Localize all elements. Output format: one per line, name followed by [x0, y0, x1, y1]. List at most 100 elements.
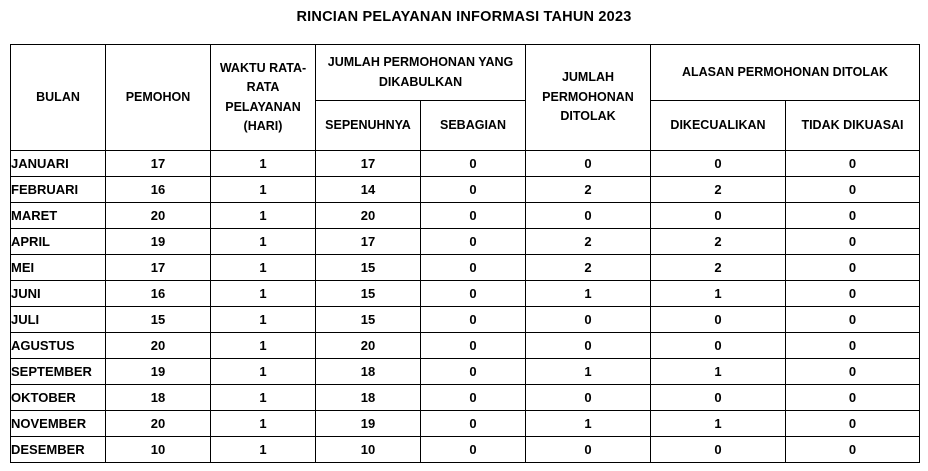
cell-bulan: JULI — [10, 306, 106, 333]
cell-dikecualikan: 2 — [650, 228, 786, 255]
cell-sepenuhnya: 17 — [315, 150, 421, 177]
cell-sebagian: 0 — [420, 384, 526, 411]
table-row: APRIL 19 1 17 0 2 2 0 — [10, 228, 920, 255]
cell-tidak-dikuasai: 0 — [785, 280, 920, 307]
cell-sepenuhnya: 18 — [315, 358, 421, 385]
cell-pemohon: 20 — [105, 332, 211, 359]
cell-sebagian: 0 — [420, 436, 526, 463]
cell-waktu: 1 — [210, 254, 316, 281]
column-header-tidak-dikuasai: TIDAK DIKUASAI — [785, 100, 920, 151]
table-row: FEBRUARI 16 1 14 0 2 2 0 — [10, 176, 920, 203]
cell-tidak-dikuasai: 0 — [785, 202, 920, 229]
cell-sebagian: 0 — [420, 150, 526, 177]
table-row: NOVEMBER 20 1 19 0 1 1 0 — [10, 410, 920, 437]
cell-ditolak: 0 — [525, 384, 651, 411]
cell-ditolak: 1 — [525, 410, 651, 437]
cell-sepenuhnya: 19 — [315, 410, 421, 437]
cell-pemohon: 19 — [105, 228, 211, 255]
table-row: OKTOBER 18 1 18 0 0 0 0 — [10, 384, 920, 411]
cell-sebagian: 0 — [420, 280, 526, 307]
table-row: SEPTEMBER 19 1 18 0 1 1 0 — [10, 358, 920, 385]
table-row: JUNI 16 1 15 0 1 1 0 — [10, 280, 920, 307]
cell-sebagian: 0 — [420, 410, 526, 437]
cell-dikecualikan: 0 — [650, 202, 786, 229]
cell-pemohon: 20 — [105, 202, 211, 229]
cell-waktu: 1 — [210, 228, 316, 255]
cell-ditolak: 0 — [525, 202, 651, 229]
cell-tidak-dikuasai: 0 — [785, 306, 920, 333]
cell-dikecualikan: 0 — [650, 332, 786, 359]
table-row: AGUSTUS 20 1 20 0 0 0 0 — [10, 332, 920, 359]
cell-dikecualikan: 1 — [650, 410, 786, 437]
cell-tidak-dikuasai: 0 — [785, 150, 920, 177]
cell-dikecualikan: 0 — [650, 436, 786, 463]
cell-sepenuhnya: 17 — [315, 228, 421, 255]
cell-dikecualikan: 0 — [650, 150, 786, 177]
cell-tidak-dikuasai: 0 — [785, 410, 920, 437]
cell-sebagian: 0 — [420, 332, 526, 359]
cell-pemohon: 20 — [105, 410, 211, 437]
header-row-group: BULAN PEMOHON WAKTU RATA-RATA PELAYANAN … — [10, 44, 920, 151]
cell-ditolak: 2 — [525, 254, 651, 281]
cell-dikecualikan: 2 — [650, 176, 786, 203]
table-row: JANUARI 17 1 17 0 0 0 0 — [10, 150, 920, 177]
cell-waktu: 1 — [210, 150, 316, 177]
cell-tidak-dikuasai: 0 — [785, 358, 920, 385]
cell-pemohon: 17 — [105, 254, 211, 281]
cell-pemohon: 18 — [105, 384, 211, 411]
page-title: RINCIAN PELAYANAN INFORMASI TAHUN 2023 — [296, 9, 632, 25]
cell-dikecualikan: 1 — [650, 358, 786, 385]
cell-ditolak: 2 — [525, 176, 651, 203]
cell-waktu: 1 — [210, 280, 316, 307]
column-header-waktu-rata-rata: WAKTU RATA-RATA PELAYANAN (HARI) — [210, 44, 316, 151]
cell-pemohon: 15 — [105, 306, 211, 333]
cell-bulan: APRIL — [10, 228, 106, 255]
column-header-bulan: BULAN — [10, 44, 106, 151]
table-row: MEI 17 1 15 0 2 2 0 — [10, 254, 920, 281]
cell-sepenuhnya: 14 — [315, 176, 421, 203]
cell-pemohon: 16 — [105, 280, 211, 307]
cell-bulan: OKTOBER — [10, 384, 106, 411]
cell-bulan: NOVEMBER — [10, 410, 106, 437]
table-row: JULI 15 1 15 0 0 0 0 — [10, 306, 920, 333]
column-group-header-alasan-ditolak: ALASAN PERMOHONAN DITOLAK — [650, 44, 920, 101]
cell-dikecualikan: 0 — [650, 384, 786, 411]
cell-tidak-dikuasai: 0 — [785, 176, 920, 203]
cell-ditolak: 1 — [525, 280, 651, 307]
cell-sepenuhnya: 15 — [315, 306, 421, 333]
column-header-sepenuhnya: SEPENUHNYA — [315, 100, 421, 151]
cell-dikecualikan: 2 — [650, 254, 786, 281]
cell-tidak-dikuasai: 0 — [785, 254, 920, 281]
cell-sepenuhnya: 18 — [315, 384, 421, 411]
cell-bulan: FEBRUARI — [10, 176, 106, 203]
cell-sepenuhnya: 15 — [315, 280, 421, 307]
cell-bulan: SEPTEMBER — [10, 358, 106, 385]
cell-bulan: MEI — [10, 254, 106, 281]
information-service-table: BULAN PEMOHON WAKTU RATA-RATA PELAYANAN … — [10, 44, 920, 463]
cell-pemohon: 17 — [105, 150, 211, 177]
cell-bulan: MARET — [10, 202, 106, 229]
cell-sebagian: 0 — [420, 306, 526, 333]
cell-ditolak: 0 — [525, 436, 651, 463]
cell-dikecualikan: 0 — [650, 306, 786, 333]
cell-sepenuhnya: 20 — [315, 332, 421, 359]
cell-ditolak: 0 — [525, 150, 651, 177]
cell-tidak-dikuasai: 0 — [785, 228, 920, 255]
cell-waktu: 1 — [210, 332, 316, 359]
cell-sepenuhnya: 10 — [315, 436, 421, 463]
cell-tidak-dikuasai: 0 — [785, 332, 920, 359]
cell-waktu: 1 — [210, 436, 316, 463]
cell-dikecualikan: 1 — [650, 280, 786, 307]
cell-waktu: 1 — [210, 202, 316, 229]
column-header-pemohon: PEMOHON — [105, 44, 211, 151]
cell-pemohon: 16 — [105, 176, 211, 203]
cell-waktu: 1 — [210, 410, 316, 437]
cell-sepenuhnya: 20 — [315, 202, 421, 229]
cell-waktu: 1 — [210, 358, 316, 385]
cell-bulan: DESEMBER — [10, 436, 106, 463]
cell-bulan: JUNI — [10, 280, 106, 307]
cell-ditolak: 0 — [525, 332, 651, 359]
cell-tidak-dikuasai: 0 — [785, 384, 920, 411]
cell-bulan: AGUSTUS — [10, 332, 106, 359]
table-header: BULAN PEMOHON WAKTU RATA-RATA PELAYANAN … — [10, 44, 920, 151]
